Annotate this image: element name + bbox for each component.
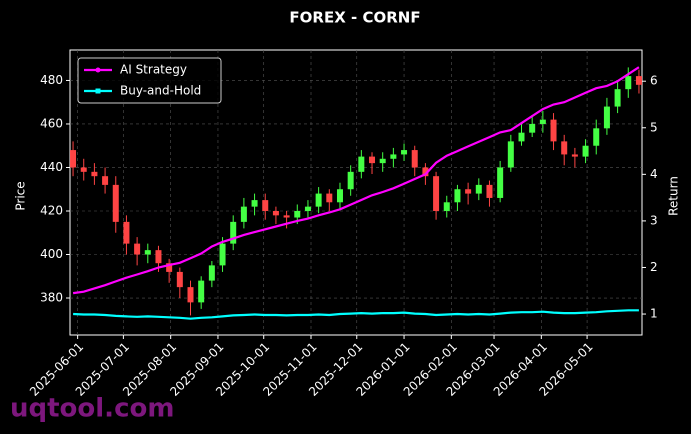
candle-body (379, 158, 386, 164)
y2-tick-label: 5 (650, 120, 658, 134)
candle-body (422, 167, 429, 177)
candle-body (369, 156, 376, 164)
legend-marker (95, 88, 101, 94)
candle-body (625, 76, 632, 90)
legend-label: AI Strategy (120, 63, 187, 77)
candle-body (240, 206, 247, 222)
candle-body (603, 106, 610, 129)
candle-body (326, 193, 333, 203)
candle-body (70, 150, 77, 168)
candle-body (251, 200, 258, 207)
candle-body (454, 189, 461, 203)
candle-body (486, 184, 493, 198)
series-line (73, 309, 639, 320)
watermark: uqtool.com (10, 394, 174, 424)
legend-label: Buy-and-Hold (120, 84, 201, 98)
candle-body (283, 215, 290, 218)
candle-body (336, 189, 343, 203)
y2-axis-label: Return (667, 176, 681, 216)
y2-tick-label: 1 (650, 307, 658, 321)
candle-body (102, 176, 109, 185)
candle-body (155, 250, 162, 264)
candle-body (401, 150, 408, 155)
y-axis-label: Price (14, 181, 28, 210)
candle-body (443, 202, 450, 211)
candle-body (294, 210, 301, 218)
y2-tick-label: 2 (650, 260, 658, 274)
candle-body (144, 250, 151, 255)
candle-body (176, 271, 183, 288)
candle-body (219, 243, 226, 266)
candle-body (347, 171, 354, 190)
legend-marker (95, 67, 101, 73)
candle-body (304, 206, 311, 211)
y-tick-label: 480 (40, 73, 63, 87)
candle-body (465, 189, 472, 194)
candle-body (593, 128, 600, 146)
candle-body (635, 76, 642, 85)
candle-body (433, 176, 440, 211)
y2-tick-label: 6 (650, 74, 658, 88)
y2-tick-label: 4 (650, 167, 658, 181)
candle-body (390, 154, 397, 159)
series-line (72, 66, 640, 295)
candle-body (497, 167, 504, 198)
candle-body (561, 141, 568, 155)
candle-body (358, 156, 365, 172)
candle-body (262, 200, 269, 211)
candle-body (550, 119, 557, 142)
candle-body (230, 221, 237, 244)
legend-box (77, 57, 222, 104)
candle-body (529, 123, 536, 133)
y-tick-label: 440 (40, 160, 63, 174)
candle-body (571, 154, 578, 157)
candle-body (272, 210, 279, 216)
candle-body (187, 287, 194, 303)
candle-body (411, 150, 418, 168)
y2-tick-label: 3 (650, 213, 658, 227)
candle-body (134, 243, 141, 255)
candle-body (315, 193, 322, 207)
y-tick-label: 420 (40, 203, 63, 217)
candle-body (518, 132, 525, 142)
candle-body (112, 184, 119, 222)
candle-body (582, 145, 589, 157)
y-tick-label: 400 (40, 247, 63, 261)
y-tick-label: 380 (40, 291, 63, 305)
candle-body (123, 221, 130, 244)
y-tick-label: 460 (40, 116, 63, 130)
candle-body (198, 280, 205, 303)
candle-body (507, 141, 514, 168)
candle-body (614, 89, 621, 107)
candle-body (91, 171, 98, 177)
candle-body (475, 184, 482, 194)
candle-body (539, 119, 546, 124)
candle-body (208, 265, 215, 281)
candle-body (80, 167, 87, 172)
chart-title: FOREX - CORNF (289, 9, 420, 27)
candle-body (166, 263, 173, 272)
